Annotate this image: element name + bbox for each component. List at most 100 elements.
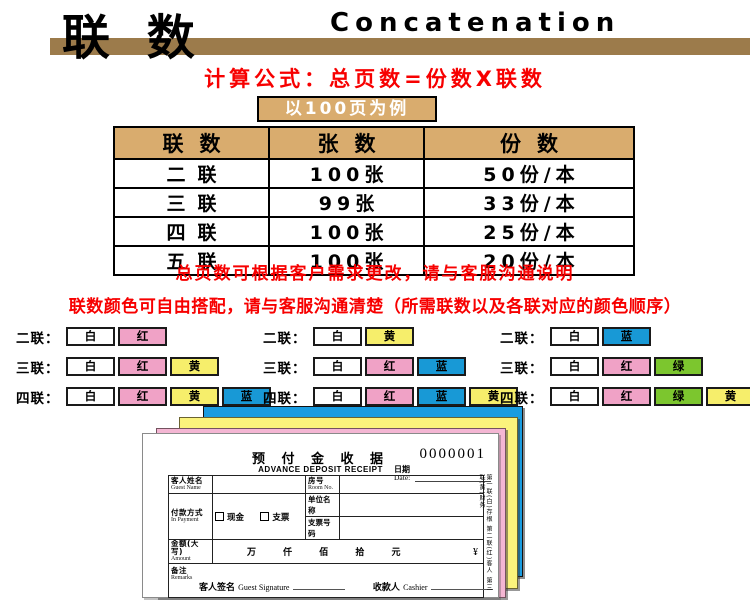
swatch-row: 三联： 白红黄 <box>16 357 274 377</box>
copies-table-cell: 100张 <box>268 245 425 276</box>
swatch-column-right: 二联：白蓝三联：白红绿四联：白红绿黄 <box>500 327 750 417</box>
field-unit-name: 单位名称 <box>305 493 340 517</box>
color-swatch-红: 红 <box>365 387 414 406</box>
color-swatch-白: 白 <box>550 357 599 376</box>
copies-table-cell: 100张 <box>268 158 425 189</box>
color-swatch-蓝: 蓝 <box>222 387 271 406</box>
swatch-row: 二联： 白蓝 <box>500 327 750 347</box>
copies-table-cell: 25份/本 <box>423 216 635 247</box>
color-swatch-黄: 黄 <box>365 327 414 346</box>
copies-table-row: 四联 100张 25份/本 <box>113 216 635 247</box>
receipt-copy-note-vertical: 第一联(白)存根 第二联(红)客人 第三联(黄)财务 <box>478 474 492 592</box>
guest-signature-cn: 客人签名 <box>199 583 236 593</box>
swatch-row-label: 二联： <box>500 330 544 347</box>
unit-name-value-cell <box>339 493 484 517</box>
swatch-row-label: 二联： <box>263 330 307 347</box>
cash-label: 现金 <box>227 512 245 523</box>
copies-table-row: 二联 100张 50份/本 <box>113 158 635 189</box>
cheque-label: 支票 <box>272 512 290 523</box>
amount-en: Amount <box>171 556 191 562</box>
guest-signature-en: Guest Signature <box>238 583 290 592</box>
cashier-en: Cashier <box>403 583 428 592</box>
color-swatch-白: 白 <box>66 357 115 376</box>
copies-table-cell: 33份/本 <box>423 187 635 218</box>
color-swatch-黄: 黄 <box>170 357 219 376</box>
copies-table-cell: 五联 <box>113 245 270 276</box>
example-badge: 以100页为例 <box>257 96 437 122</box>
copies-table-cell: 二联 <box>113 158 270 189</box>
field-remarks: 备注 Remarks <box>168 563 484 598</box>
color-swatch-白: 白 <box>66 327 115 346</box>
guest-name-cn: 客人姓名 <box>171 476 203 485</box>
payment-options-cell: 现金 支票 <box>212 493 306 540</box>
copies-table-header-row: 联数 张数 份数 <box>113 126 635 160</box>
swatch-row: 二联： 白红 <box>16 327 274 347</box>
swatch-row-label: 四联： <box>500 390 544 407</box>
amount-cn: 金额(大写) <box>171 539 199 556</box>
swatch-row: 三联： 白红绿 <box>500 357 750 377</box>
receipt-sheet: 预 付 金 收 据 ADVANCE DEPOSIT RECEIPT 000000… <box>142 433 499 598</box>
header-brown-bar <box>50 38 750 55</box>
remarks-en: Remarks <box>171 575 193 581</box>
swatch-row: 四联： 白红绿黄 <box>500 387 750 407</box>
guest-name-en: Guest Name <box>171 485 201 491</box>
field-cheque-no: 支票号码 <box>305 516 340 540</box>
guest-signature-line <box>292 581 345 590</box>
color-swatch-绿: 绿 <box>654 357 703 376</box>
color-swatch-红: 红 <box>602 357 651 376</box>
amount-digit-headers: 万 仟 佰 拾 元 <box>247 548 413 558</box>
receipt-signature-row: 客人签名 Guest Signature 收款人 Cashier <box>199 580 493 593</box>
field-room-no: 房号 Room No. <box>305 475 340 494</box>
copies-table-header-cell: 张数 <box>268 126 425 160</box>
copies-table-cell: 99张 <box>268 187 425 218</box>
room-cn: 房号 <box>308 476 324 485</box>
color-swatch-蓝: 蓝 <box>417 387 466 406</box>
color-swatch-红: 红 <box>602 387 651 406</box>
color-swatch-红: 红 <box>118 357 167 376</box>
color-swatch-红: 红 <box>118 327 167 346</box>
copies-table-row: 三联 99张 33份/本 <box>113 187 635 218</box>
color-swatch-白: 白 <box>313 327 362 346</box>
swatch-row: 四联： 白红蓝黄 <box>263 387 521 407</box>
color-swatch-蓝: 蓝 <box>602 327 651 346</box>
field-guest-name: 客人姓名 Guest Name <box>168 475 213 494</box>
amount-digits-cell: 万 仟 佰 拾 元 ¥ <box>212 539 484 564</box>
copies-table-cell: 50份/本 <box>423 158 635 189</box>
color-swatch-黄: 黄 <box>170 387 219 406</box>
cheque-no-value-cell <box>339 516 484 540</box>
copies-table-cell: 100张 <box>268 216 425 247</box>
cashier-signature-line <box>430 581 493 590</box>
cash-checkbox <box>215 511 224 521</box>
page-title-chinese: 联 数 <box>62 10 205 66</box>
copies-table-row: 五联 100张 20份/本 <box>113 245 635 276</box>
swatch-row-label: 三联： <box>263 360 307 377</box>
copies-table-cell: 三联 <box>113 187 270 218</box>
swatch-row: 二联： 白黄 <box>263 327 521 347</box>
payment-cn: 付款方式 <box>171 508 203 517</box>
formula-text: 计算公式：总页数=份数X联数 <box>204 67 546 91</box>
color-swatch-黄: 黄 <box>469 387 518 406</box>
color-swatch-红: 红 <box>365 357 414 376</box>
swatch-column-left: 二联：白红三联：白红黄四联：白红黄蓝 <box>16 327 274 417</box>
note-color-combination: 联数颜色可自由搭配，请与客服沟通清楚（所需联数以及各联对应的颜色顺序） <box>68 297 682 317</box>
color-swatch-蓝: 蓝 <box>417 357 466 376</box>
cheque-option: 支票 <box>260 511 290 523</box>
copies-table-header-cell: 份数 <box>423 126 635 160</box>
field-payment: 付款方式 In Payment <box>168 493 213 540</box>
field-amount: 金额(大写) Amount <box>168 539 213 564</box>
receipt-date-label-cn: 日期 <box>394 465 410 474</box>
color-swatch-白: 白 <box>313 387 362 406</box>
cheque-checkbox <box>260 511 270 521</box>
receipt-title-english: ADVANCE DEPOSIT RECEIPT <box>258 465 383 474</box>
color-swatch-白: 白 <box>550 387 599 406</box>
currency-symbol: ¥ <box>472 547 478 558</box>
swatch-row: 三联： 白红蓝 <box>263 357 521 377</box>
cash-option: 现金 <box>215 511 245 523</box>
room-value-cell <box>339 475 484 494</box>
color-swatch-白: 白 <box>66 387 115 406</box>
color-swatch-红: 红 <box>118 387 167 406</box>
swatch-row: 四联： 白红黄蓝 <box>16 387 274 407</box>
swatch-row-label: 二联： <box>16 330 60 347</box>
color-swatch-黄: 黄 <box>706 387 750 406</box>
